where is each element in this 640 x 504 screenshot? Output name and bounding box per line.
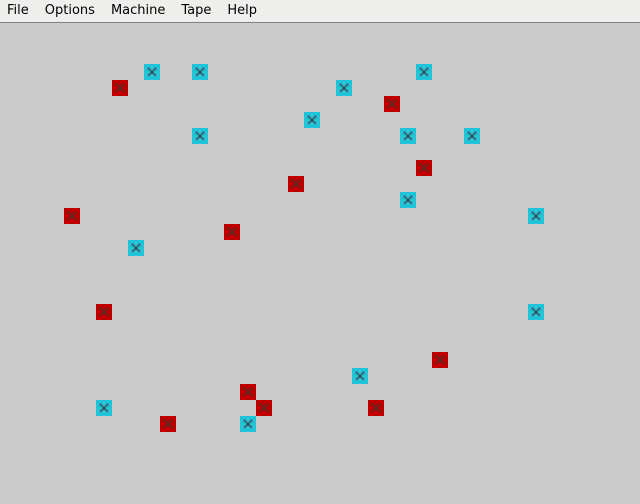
cross-mark-icon — [291, 179, 301, 189]
cross-mark-icon — [99, 403, 109, 413]
red-tile[interactable] — [64, 208, 80, 224]
red-tile[interactable] — [384, 96, 400, 112]
cyan-tile[interactable] — [400, 192, 416, 208]
cyan-tile[interactable] — [336, 80, 352, 96]
cyan-tile[interactable] — [240, 416, 256, 432]
cross-mark-icon — [67, 211, 77, 221]
cyan-tile[interactable] — [528, 304, 544, 320]
cross-mark-icon — [195, 67, 205, 77]
red-tile[interactable] — [416, 160, 432, 176]
cross-mark-icon — [467, 131, 477, 141]
cross-mark-icon — [163, 419, 173, 429]
cyan-tile[interactable] — [416, 64, 432, 80]
cross-mark-icon — [339, 83, 349, 93]
red-tile[interactable] — [368, 400, 384, 416]
red-tile[interactable] — [160, 416, 176, 432]
cross-mark-icon — [195, 131, 205, 141]
cross-mark-icon — [115, 83, 125, 93]
red-tile[interactable] — [432, 352, 448, 368]
cross-mark-icon — [147, 67, 157, 77]
cross-mark-icon — [403, 131, 413, 141]
cross-mark-icon — [435, 355, 445, 365]
cyan-tile[interactable] — [304, 112, 320, 128]
cross-mark-icon — [307, 115, 317, 125]
cyan-tile[interactable] — [144, 64, 160, 80]
red-tile[interactable] — [256, 400, 272, 416]
cyan-tile[interactable] — [192, 128, 208, 144]
cyan-tile[interactable] — [352, 368, 368, 384]
menu-options[interactable]: Options — [44, 3, 95, 18]
cyan-tile[interactable] — [128, 240, 144, 256]
cross-mark-icon — [419, 67, 429, 77]
cross-mark-icon — [403, 195, 413, 205]
menu-tape[interactable]: Tape — [181, 3, 212, 18]
menu-file[interactable]: File — [7, 3, 29, 18]
cross-mark-icon — [99, 307, 109, 317]
cyan-tile[interactable] — [528, 208, 544, 224]
cross-mark-icon — [387, 99, 397, 109]
cross-mark-icon — [259, 403, 269, 413]
red-tile[interactable] — [288, 176, 304, 192]
cross-mark-icon — [243, 387, 253, 397]
cross-mark-icon — [531, 211, 541, 221]
menu-bar: File Options Machine Tape Help — [0, 0, 640, 23]
cyan-tile[interactable] — [400, 128, 416, 144]
cross-mark-icon — [531, 307, 541, 317]
cross-mark-icon — [419, 163, 429, 173]
cyan-tile[interactable] — [464, 128, 480, 144]
cross-mark-icon — [131, 243, 141, 253]
red-tile[interactable] — [240, 384, 256, 400]
red-tile[interactable] — [112, 80, 128, 96]
menu-help[interactable]: Help — [227, 3, 258, 18]
cross-mark-icon — [227, 227, 237, 237]
cross-mark-icon — [371, 403, 381, 413]
red-tile[interactable] — [96, 304, 112, 320]
cyan-tile[interactable] — [192, 64, 208, 80]
cross-mark-icon — [355, 371, 365, 381]
game-board[interactable] — [0, 23, 640, 504]
red-tile[interactable] — [224, 224, 240, 240]
cyan-tile[interactable] — [96, 400, 112, 416]
menu-machine[interactable]: Machine — [110, 3, 166, 18]
cross-mark-icon — [243, 419, 253, 429]
